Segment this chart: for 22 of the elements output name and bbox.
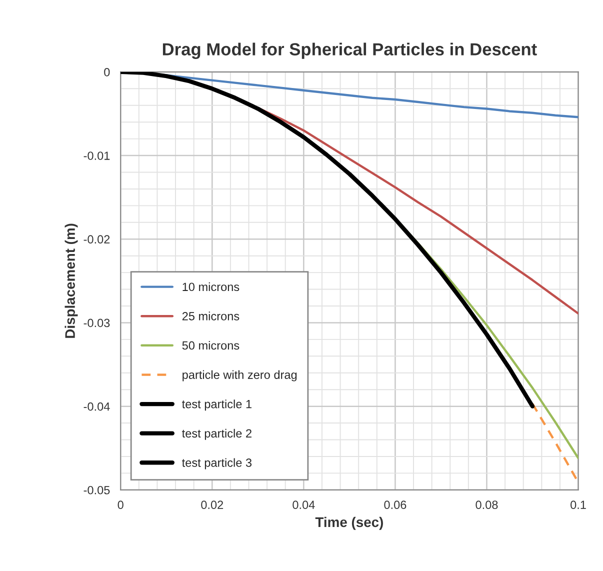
x-tick-label: 0.06 <box>384 500 406 510</box>
x-tick-label: 0 <box>118 500 124 510</box>
x-tick-label: 0.02 <box>201 500 224 510</box>
x-tick-label: 0.08 <box>476 500 498 510</box>
legend-label: test particle 1 <box>182 400 252 411</box>
legend-label: test particle 3 <box>182 458 252 470</box>
legend-label: 25 microns <box>182 312 240 320</box>
y-tick-label: -0.02 <box>84 235 110 244</box>
legend-label: 50 microns <box>182 340 240 350</box>
y-tick-label: -0.03 <box>84 318 110 328</box>
y-tick-label: -0.01 <box>84 152 110 160</box>
x-tick-label: 0.04 <box>292 500 315 510</box>
x-axis-title: Time (sec) <box>315 516 383 530</box>
chart-title: Drag Model for Spherical Particles in Descent <box>162 42 537 59</box>
y-axis-title: Displacement (m) <box>64 224 78 338</box>
legend-label: 10 microns <box>182 282 240 292</box>
y-tick-label: -0.04 <box>84 402 110 411</box>
x-tick-label: 0.1 <box>570 500 586 510</box>
y-tick-label: 0 <box>104 68 110 76</box>
legend-label: test particle 2 <box>182 428 252 440</box>
y-tick-label: -0.05 <box>84 486 110 494</box>
legend-label: particle with zero drag <box>182 370 297 382</box>
